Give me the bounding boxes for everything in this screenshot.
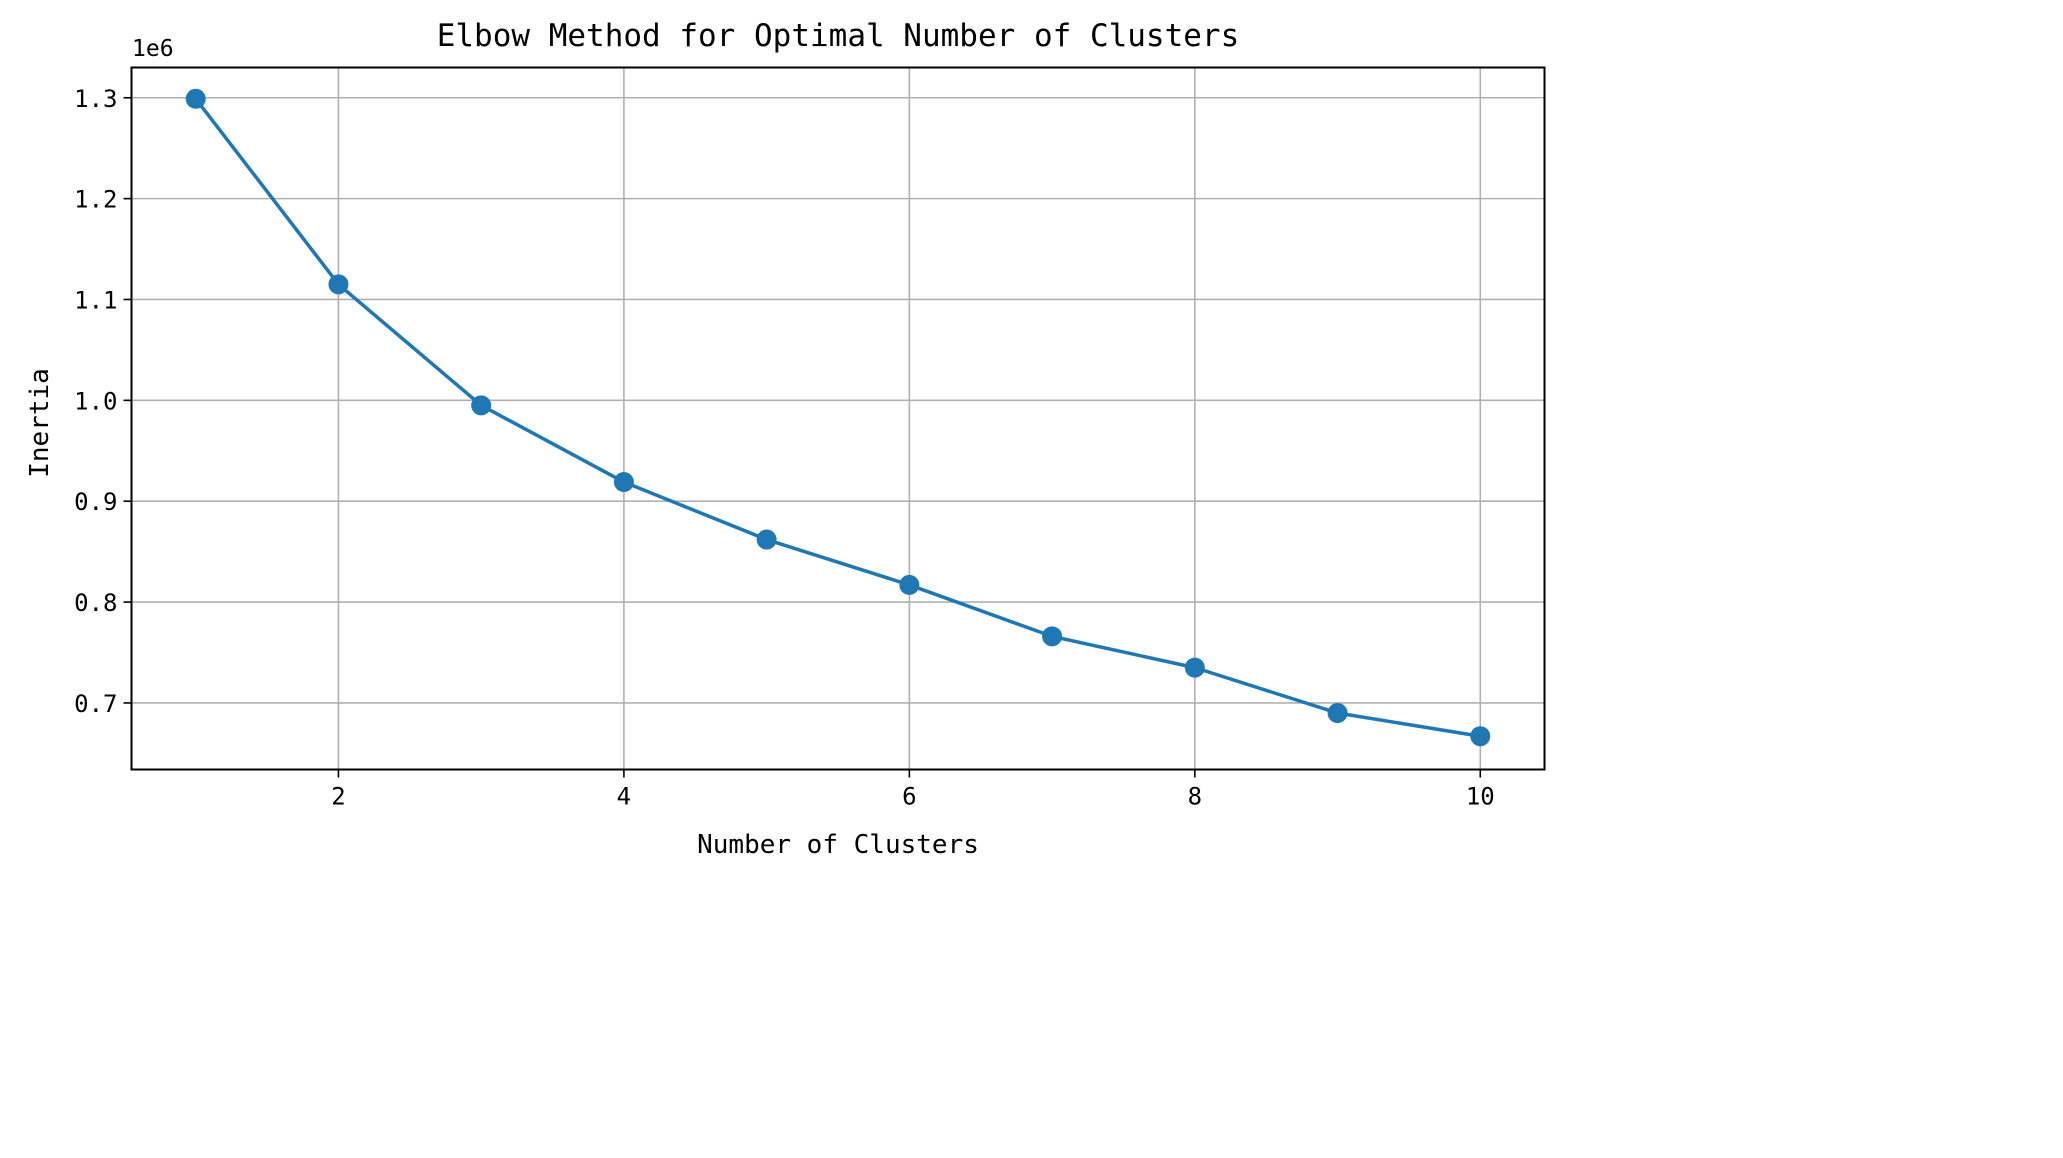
x-tick-label: 10 xyxy=(1466,783,1495,811)
line-chart: Elbow Method for Optimal Number of Clust… xyxy=(25,18,1546,860)
data-point-marker xyxy=(1470,726,1491,747)
y-tick-label: 1.2 xyxy=(74,186,117,214)
data-point-marker xyxy=(328,274,349,295)
axis-ticks: 2 4 6 8 10 0.7 0.8 0.9 1.0 1.1 1.2 1.3 xyxy=(74,85,1495,811)
chart-title: Elbow Method for Optimal Number of Clust… xyxy=(437,18,1240,54)
y-tick-label: 1.0 xyxy=(74,387,117,415)
data-point-marker xyxy=(1184,657,1205,678)
y-tick-label: 0.7 xyxy=(74,690,117,718)
x-tick-label: 8 xyxy=(1188,783,1202,811)
series-line xyxy=(193,97,1483,738)
data-point-marker xyxy=(1327,703,1348,724)
y-tick-label: 0.9 xyxy=(74,488,117,516)
grid xyxy=(131,67,1545,770)
x-tick-label: 4 xyxy=(617,783,631,811)
y-axis-label: Inertia xyxy=(25,368,55,478)
chart-container: Elbow Method for Optimal Number of Clust… xyxy=(25,18,1546,860)
y-axis-offset-label: 1e6 xyxy=(132,36,174,62)
data-point-marker xyxy=(1042,626,1063,647)
x-tick-label: 6 xyxy=(902,783,916,811)
y-tick-label: 1.3 xyxy=(74,85,117,113)
data-point-marker xyxy=(185,88,206,109)
x-axis-label: Number of Clusters xyxy=(697,830,979,860)
series-layer xyxy=(185,88,1491,747)
x-tick-label: 2 xyxy=(331,783,345,811)
y-tick-label: 1.1 xyxy=(74,286,117,314)
data-point-marker xyxy=(756,529,777,550)
data-point-marker xyxy=(899,574,920,595)
plot-frame xyxy=(130,66,1546,771)
data-point-marker xyxy=(613,472,634,493)
y-tick-label: 0.8 xyxy=(74,589,117,617)
data-point-marker xyxy=(471,395,492,416)
